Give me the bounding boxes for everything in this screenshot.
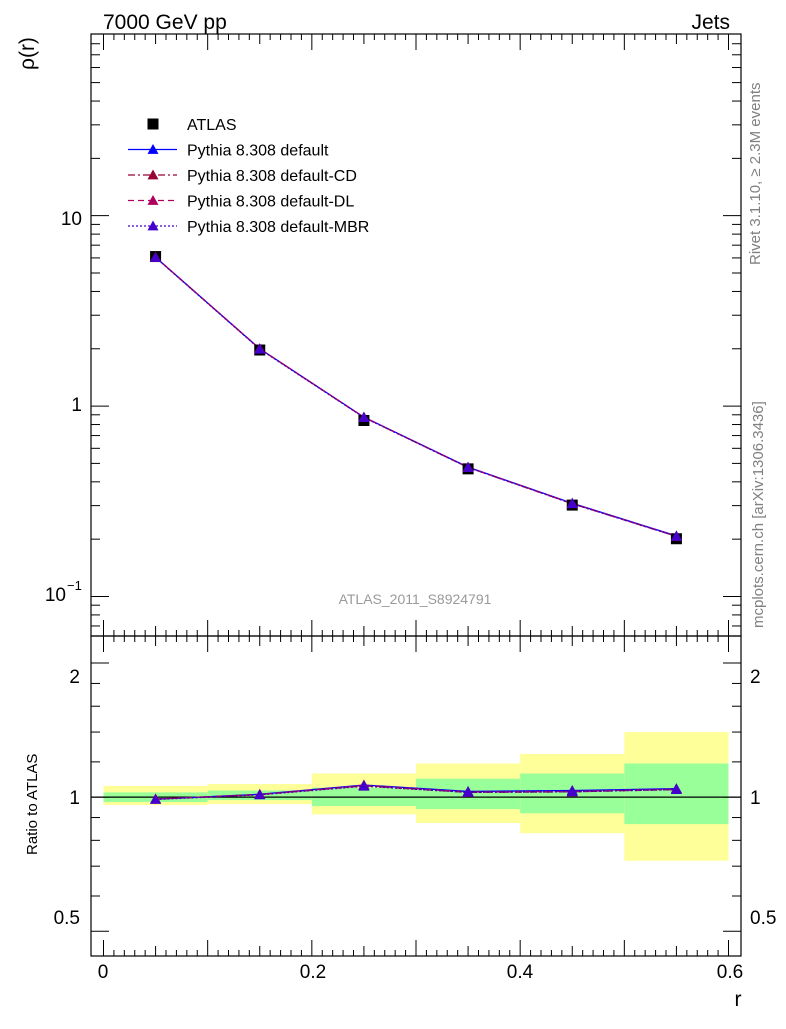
ratio-ytick-0.5: 0.5 xyxy=(54,908,80,929)
legend-label: Pythia 8.308 default-MBR xyxy=(187,219,369,236)
ratio-series-line xyxy=(155,785,677,801)
ratio-ytick-right-0.5: 0.5 xyxy=(750,908,776,929)
ratio-series-marker xyxy=(462,786,474,797)
main-series-marker xyxy=(358,411,370,422)
main-series-line xyxy=(155,256,677,537)
legend-marker xyxy=(147,169,159,180)
ratio-series-marker xyxy=(254,789,266,800)
legend-marker-atlas xyxy=(147,118,159,130)
x-axis-label: r xyxy=(735,988,742,1011)
main-series-layer xyxy=(150,251,682,545)
legend-marker xyxy=(147,144,159,154)
main-series-marker xyxy=(254,343,266,354)
ratio-uncertainty-bands xyxy=(91,732,741,861)
ratio-series-marker xyxy=(566,786,578,797)
legend-label: Pythia 8.308 default-DL xyxy=(187,194,354,211)
legend-marker xyxy=(147,195,159,205)
legend: ATLAS Pythia 8.308 default Pythia 8.308 de… xyxy=(128,117,369,236)
legend-marker xyxy=(147,220,159,231)
main-series-marker xyxy=(670,530,682,541)
legend-label: ATLAS xyxy=(187,117,237,134)
ratio-series-layer xyxy=(150,779,682,804)
ratio-ylabel: Ratio to ATLAS xyxy=(24,754,41,855)
ratio-ytick-1: 1 xyxy=(69,788,80,809)
mcplots-info: mcplots.cern.ch [arXiv:1306.3436] xyxy=(750,401,767,628)
legend-label: Pythia 8.308 default-CD xyxy=(187,168,357,185)
ratio-series-marker xyxy=(150,793,162,804)
rivet-info: Rivet 3.1.10, ≥ 2.3M events xyxy=(747,83,764,266)
xtick-0.6: 0.6 xyxy=(717,962,743,983)
xtick-0: 0 xyxy=(98,962,109,983)
ratio-ytick-2: 2 xyxy=(69,667,80,688)
xtick-0.2: 0.2 xyxy=(300,962,326,983)
main-ytick-1: 1 xyxy=(71,395,82,416)
energy-label: 7000 GeV pp xyxy=(103,11,227,34)
main-ylabel: ρ(r) xyxy=(16,37,39,70)
main-ytick-0.1-exp: −1 xyxy=(67,578,82,593)
main-series-line xyxy=(155,256,677,537)
legend-label: Pythia 8.308 default xyxy=(187,143,329,160)
main-series-marker xyxy=(150,252,162,262)
main-ytick-0.1: 10 xyxy=(45,585,66,606)
ratio-series-marker xyxy=(358,780,370,791)
axis-ticks xyxy=(91,33,741,956)
main-series-marker xyxy=(566,498,578,509)
xtick-0.4: 0.4 xyxy=(507,962,534,983)
ratio-series-marker xyxy=(670,784,682,794)
main-series-line xyxy=(155,257,677,537)
main-ytick-10: 10 xyxy=(61,209,82,230)
analysis-watermark: ATLAS_2011_S8924791 xyxy=(339,591,492,607)
category-label: Jets xyxy=(691,11,730,34)
ratio-panel-frame xyxy=(90,635,742,957)
ratio-ytick-right-2: 2 xyxy=(750,667,761,688)
main-series-marker xyxy=(462,461,474,472)
main-series-line xyxy=(155,256,677,537)
ratio-ytick-right-1: 1 xyxy=(750,788,761,809)
